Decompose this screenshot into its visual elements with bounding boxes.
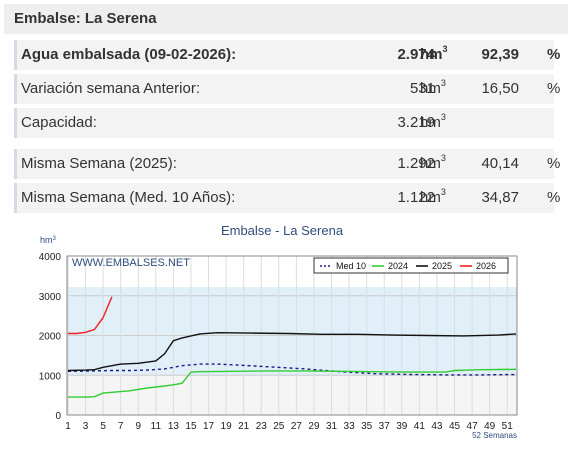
stats-row-same-week-10yr-avg: Misma Semana (Med. 10 Años): 1.122 hm3 3… (14, 183, 560, 213)
x-tick-label: 33 (344, 421, 356, 432)
stat-value: 531 (409, 80, 435, 97)
x-tick-label: 17 (203, 421, 215, 432)
legend-label: 2026 (476, 261, 496, 271)
x-tick-label: 39 (396, 421, 408, 432)
x-tick-label: 25 (273, 421, 285, 432)
stat-percent-sign: % (547, 155, 561, 172)
x-tick-label: 43 (431, 421, 443, 432)
y-tick-label: 2000 (39, 332, 62, 343)
stat-percent-sign: % (547, 46, 561, 63)
stat-unit: hm3 (420, 187, 446, 206)
watermark-text: WWW.EMBALSES.NET (72, 257, 190, 269)
x-tick-label: 3 (83, 421, 89, 432)
stat-label: Capacidad: (21, 114, 97, 131)
stat-percent-sign: % (547, 189, 561, 206)
y-axis-label: hm3 (40, 235, 57, 245)
stat-unit: hm3 (420, 44, 448, 63)
legend-label: Med 10 (336, 261, 366, 271)
stat-percent: 92,39 (481, 46, 519, 63)
x-tick-label: 9 (135, 421, 141, 432)
x-tick-label: 35 (361, 421, 373, 432)
stat-percent: 34,87 (481, 189, 519, 206)
x-tick-label: 11 (151, 421, 162, 432)
x-tick-label: 5 (100, 421, 106, 432)
stats-row-capacity: Capacidad: 3.219 hm3 (14, 108, 554, 138)
x-tick-label: 27 (291, 421, 303, 432)
y-tick-label: 1000 (39, 371, 62, 382)
x-tick-label: 49 (484, 421, 496, 432)
stat-label: Misma Semana (2025): (21, 155, 177, 172)
y-tick-label: 3000 (39, 292, 62, 303)
legend-label: 2024 (388, 261, 408, 271)
y-tick-label: 4000 (39, 252, 62, 263)
stat-unit: hm3 (420, 112, 446, 131)
x-tick-label: 45 (449, 421, 461, 432)
x-tick-label: 7 (118, 421, 124, 432)
x-tick-label: 37 (379, 421, 391, 432)
stat-percent: 40,14 (481, 155, 519, 172)
stat-value: 3.219 (397, 114, 435, 131)
x-tick-label: 15 (185, 421, 197, 432)
header-bar: Embalse: La Serena (4, 4, 568, 34)
series-line-med-10 (67, 363, 517, 376)
series-line-2025 (67, 331, 517, 372)
stats-row-weekly-change: Variación semana Anterior: 531 hm3 16,50… (14, 74, 560, 104)
legend-box (313, 257, 509, 274)
series-line-2024 (68, 368, 517, 398)
stat-label: Agua embalsada (09-02-2026): (21, 46, 237, 63)
x-tick-label: 21 (238, 421, 250, 432)
lower-band (67, 375, 517, 415)
page-title: Embalse: La Serena (14, 10, 157, 27)
series-line-2026 (68, 296, 113, 335)
chart-title: Embalse - La Serena (221, 223, 344, 238)
x-tick-label: 31 (326, 421, 338, 432)
stats-table: Agua embalsada (09-02-2026): 2.974 hm3 9… (14, 40, 560, 217)
capacity-band (67, 287, 517, 376)
x-tick-label: 29 (308, 421, 320, 432)
stat-value: 1.292 (397, 155, 435, 172)
stat-value: 1.122 (397, 189, 435, 206)
x-tick-label: 13 (168, 421, 180, 432)
stat-percent: 16,50 (481, 80, 519, 97)
stat-percent-sign: % (547, 80, 561, 97)
x-tick-label: 19 (221, 421, 233, 432)
reservoir-chart: 0 1000 2000 3000 4000 1 3 5 7 9 11 13 15 17 19 21 23 25 27… (0, 218, 572, 444)
x-tick-label: 23 (256, 421, 268, 432)
stat-label: Variación semana Anterior: (21, 80, 200, 97)
x-tick-label: 1 (65, 421, 71, 432)
x-axis-note: 52 Semanas (472, 431, 517, 440)
x-tick-label: 51 (502, 421, 514, 432)
x-tick-label: 41 (414, 421, 426, 432)
y-tick-label: 0 (55, 411, 61, 422)
stats-row-same-week-last-year: Misma Semana (2025): 1.292 hm3 40,14 % (14, 149, 560, 179)
x-tick-label: 47 (467, 421, 479, 432)
plot-frame (66, 255, 518, 416)
stat-unit: hm3 (420, 153, 446, 172)
stat-unit: hm3 (420, 78, 446, 97)
stats-row-stored-water: Agua embalsada (09-02-2026): 2.974 hm3 9… (14, 40, 560, 70)
stat-label: Misma Semana (Med. 10 Años): (21, 189, 236, 206)
stat-value: 2.974 (397, 46, 435, 63)
legend-label: 2025 (432, 261, 452, 271)
